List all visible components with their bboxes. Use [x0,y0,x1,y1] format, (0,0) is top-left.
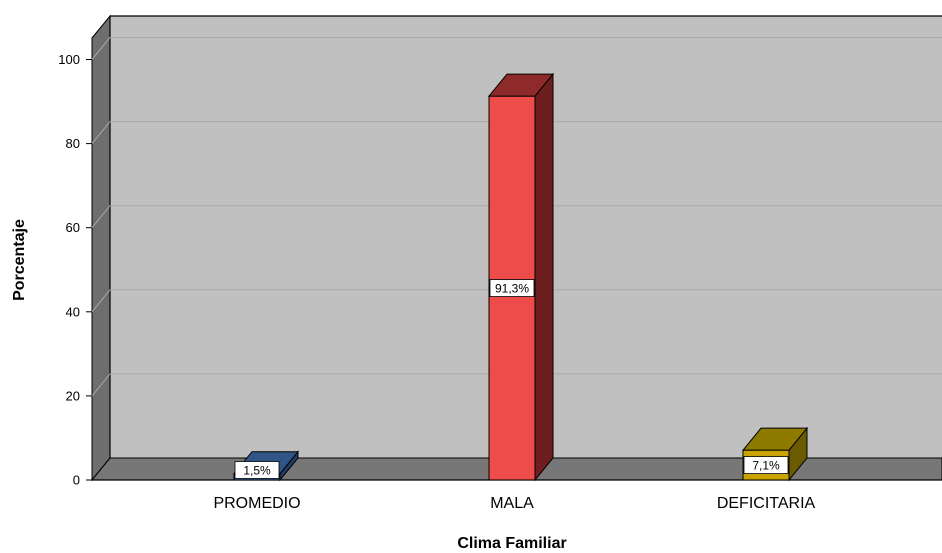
gridline-side [91,289,111,313]
y-tick-label: 40 [66,304,80,319]
x-category-label: DEFICITARIA [717,495,816,512]
y-tick-label: 20 [66,388,80,403]
data-label: 7,1% [752,459,780,473]
x-category-label: PROMEDIO [213,495,300,512]
y-axis-ticks: 0 20 40 60 80 100 [58,52,92,488]
y-tick-label: 60 [66,220,80,235]
bar-top [741,427,809,451]
bar-side [534,72,554,482]
gridline-side [91,121,111,144]
gridline-side [91,373,111,397]
bar-top [487,73,555,97]
data-label-box [743,456,789,474]
y-axis-title: Porcentaje [11,219,28,301]
bar-mala: 91,3% [487,72,555,482]
data-label-box [234,461,280,479]
bar-deficitaria: 7,1% [741,426,809,482]
bar-promedio: 1,5% [232,450,300,482]
gridline-side [91,37,111,60]
data-label: 1,5% [243,464,271,478]
x-axis-title: Clima Familiar [457,535,566,552]
y-tick-label: 0 [73,473,80,488]
gridline-side [91,205,111,229]
data-label: 91,3% [495,282,529,296]
x-category-label: MALA [490,495,534,512]
y-tick-label: 100 [58,52,80,67]
data-label-box [489,279,535,297]
bars: 1,5% 91,3% 7,1% [232,72,809,482]
side-wall [91,14,111,482]
y-tick-label: 80 [66,136,80,151]
x-axis-categories: PROMEDIO MALA DEFICITARIA [213,495,815,512]
